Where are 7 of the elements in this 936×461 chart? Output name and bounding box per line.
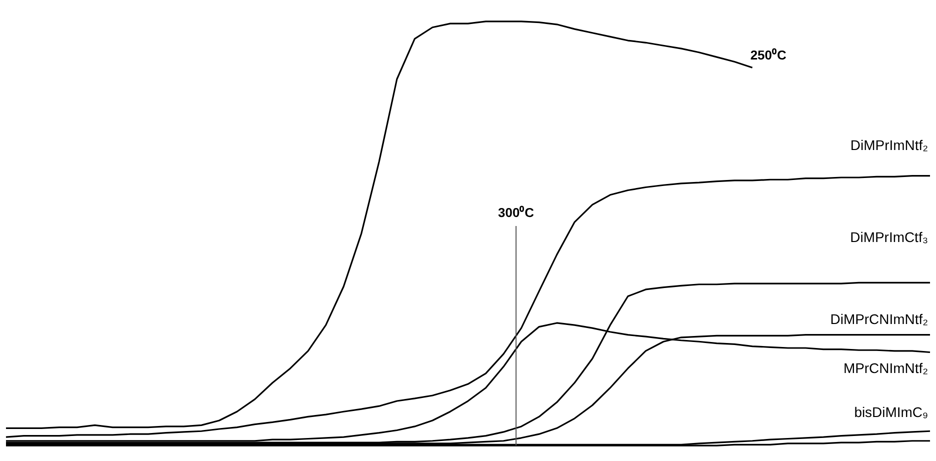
text: DiMPrImCtf₃ (850, 228, 928, 245)
series-label: bisDiMImC₉ (854, 404, 928, 420)
series-label: DiMPrImNtf₂ (850, 136, 928, 153)
series-label: MPrCNImNtf₂ (843, 360, 928, 376)
series-label: DiMPrCNImNtf₂ (830, 310, 928, 327)
annotation: 300⁰C (498, 205, 535, 220)
annotation: 250⁰C (750, 48, 787, 63)
